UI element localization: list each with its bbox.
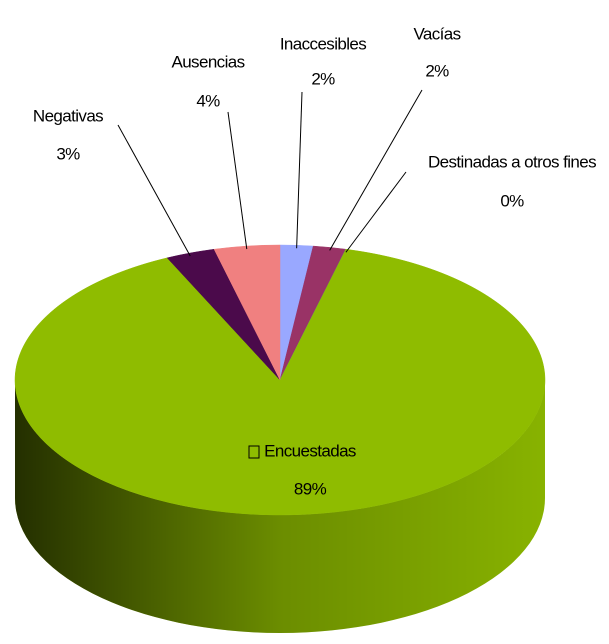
slice-value-label: 2% [311, 69, 335, 88]
pie-sides [15, 380, 545, 633]
slice-side-shade [15, 380, 545, 633]
legend-key [248, 445, 260, 459]
slice-value-label: 3% [56, 144, 80, 163]
leader-line [296, 91, 303, 249]
slice-value-label: 4% [196, 91, 220, 110]
slice [14, 248, 546, 516]
slice-label: Inaccesibles [280, 34, 366, 53]
slice-label: Ausencias [171, 52, 244, 71]
slice-value-label: 0% [500, 191, 524, 210]
slice-label: Vacías [413, 24, 460, 43]
leader-line [345, 171, 407, 253]
leader-line [227, 111, 248, 250]
leader-line [329, 89, 423, 251]
slice-value-label: 89% [294, 479, 327, 498]
slice-value-label: 2% [425, 61, 449, 80]
slice-label: Encuestadas [264, 441, 356, 460]
slice-label: Negativas [33, 106, 103, 125]
leader-line [117, 124, 191, 257]
labels: Inaccesibles 2% Vacías 2% Destinadas a otros… [33, 24, 597, 498]
pie-tops [14, 244, 546, 516]
slice-label: Destinadas a otros fines [428, 152, 596, 171]
